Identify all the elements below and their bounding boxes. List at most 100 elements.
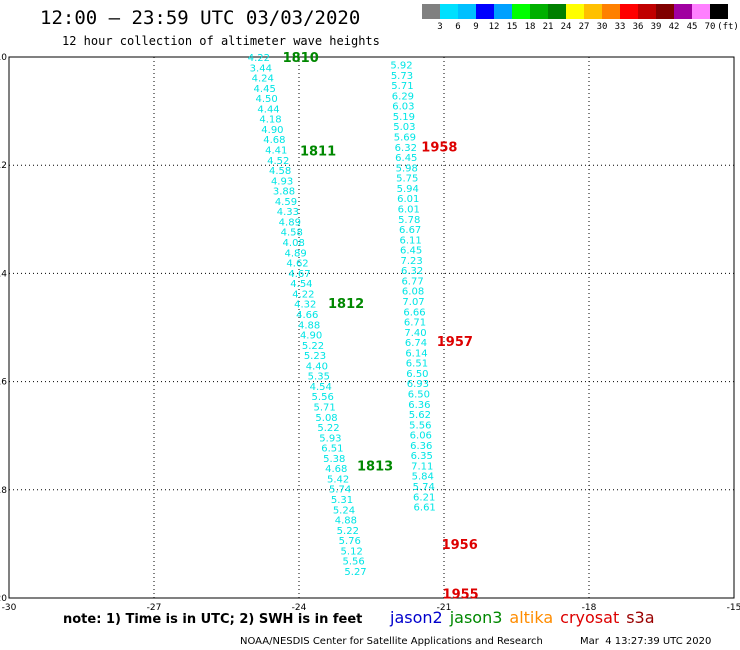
footer-date: Mar 4 13:27:39 UTC 2020 [580, 636, 712, 647]
colorbar-label: 24 [560, 22, 572, 32]
colorbar-label: 33 [614, 22, 626, 32]
colorbar-swatch [494, 4, 512, 19]
swh-value: 4.90 [261, 125, 283, 136]
colorbar-label: 18 [524, 22, 536, 32]
swh-value: 4.44 [257, 104, 279, 115]
colorbar-label: 15 [506, 22, 518, 32]
swh-value: 6.61 [414, 503, 436, 514]
colorbar-label: 45 [686, 22, 698, 32]
swh-value: 5.98 [396, 163, 418, 174]
swh-value: 5.22 [302, 341, 324, 352]
colorbar-swatch [422, 4, 440, 19]
lon-tick-label: -21 [437, 603, 452, 613]
colorbar-swatch [638, 4, 656, 19]
colorbar-label: 36 [632, 22, 644, 32]
swh-value: 4.24 [252, 74, 274, 85]
swh-value: 6.01 [397, 194, 419, 205]
colorbar-swatch [656, 4, 674, 19]
map-frame [8, 56, 735, 599]
swh-value: 7.40 [404, 328, 426, 339]
swh-value: 6.93 [407, 379, 429, 390]
swh-value: 4.68 [325, 464, 347, 475]
swh-value: 4.45 [254, 84, 276, 95]
lat-tick-label: -16 [0, 378, 7, 388]
colorbar-label: 3 [437, 22, 443, 32]
swh-value: 4.08 [283, 238, 305, 249]
swh-value: 4.58 [269, 166, 291, 177]
lon-tick-label: -15 [727, 603, 740, 613]
swh-value: 4.93 [271, 176, 293, 187]
swh-value: 5.73 [391, 71, 413, 82]
swh-value: 6.03 [392, 102, 414, 113]
swh-value: 5.74 [329, 485, 351, 496]
swh-value: 4.22 [292, 289, 314, 300]
swh-value: 5.71 [313, 402, 335, 413]
swh-value: 4.67 [288, 269, 310, 280]
swh-value: 4.58 [281, 228, 303, 239]
colorbar-swatch [530, 4, 548, 19]
swh-value: 5.56 [409, 420, 431, 431]
swh-value: 6.67 [399, 225, 421, 236]
swh-value: 6.06 [410, 431, 432, 442]
legend-item-cryosat: cryosat [560, 608, 620, 627]
swh-value: 6.45 [400, 246, 422, 257]
colorbar-swatch [548, 4, 566, 19]
colorbar-swatch [476, 4, 494, 19]
swh-value: 5.22 [337, 526, 359, 537]
swh-value: 3.88 [273, 187, 295, 198]
swh-value: 4.50 [255, 94, 277, 105]
swh-value: 6.51 [406, 359, 428, 370]
swh-value: 5.71 [391, 81, 413, 92]
swh-value: 5.19 [393, 112, 415, 123]
swh-value: 5.75 [396, 174, 418, 185]
swh-value: 6.32 [395, 143, 417, 154]
swh-value: 5.94 [397, 184, 419, 195]
swh-value: 6.45 [395, 153, 417, 164]
swh-value: 5.24 [333, 505, 355, 516]
swh-value: 5.27 [344, 567, 366, 578]
swh-value: 4.52 [267, 156, 289, 167]
swh-value: 5.35 [308, 372, 330, 383]
lat-tick-label: -10 [0, 53, 7, 63]
swh-value: 5.78 [398, 215, 420, 226]
swh-value: 4.90 [300, 331, 322, 342]
wave-height-colorbar [422, 4, 728, 19]
pass-time-label: 1956 [442, 538, 478, 553]
colorbar-label: 9 [473, 22, 479, 32]
swh-value: 6.35 [411, 451, 433, 462]
swh-value: 4.66 [296, 310, 318, 321]
swh-value: 5.22 [317, 423, 339, 434]
swh-value: 5.56 [342, 557, 364, 568]
colorbar-swatch [458, 4, 476, 19]
swh-value: 7.23 [400, 256, 422, 267]
satellite-legend: jason2 jason3 altika cryosat s3a [390, 608, 662, 627]
lon-tick-label: -27 [147, 603, 162, 613]
colorbar-label: 39 [650, 22, 662, 32]
swh-value: 4.89 [279, 217, 301, 228]
pass-time-label: 1955 [443, 588, 479, 603]
colorbar-swatch [710, 4, 728, 19]
lat-tick-label: -14 [0, 269, 7, 279]
footer-credit: NOAA/NESDIS Center for Satellite Applica… [240, 636, 543, 647]
swh-value: 4.22 [248, 53, 270, 64]
swh-value: 5.84 [412, 472, 434, 483]
swh-value: 5.08 [315, 413, 337, 424]
swh-value: 5.69 [394, 133, 416, 144]
pass-time-label: 1812 [328, 297, 364, 312]
swh-value: 4.68 [263, 135, 285, 146]
swh-value: 6.21 [413, 492, 435, 503]
swh-value: 4.32 [294, 300, 316, 311]
swh-value: 5.93 [319, 433, 341, 444]
colorbar-swatch [440, 4, 458, 19]
lat-tick-label: -20 [0, 594, 7, 604]
swh-value: 6.29 [392, 91, 414, 102]
swh-value: 6.08 [402, 287, 424, 298]
swh-value: 6.01 [398, 204, 420, 215]
swh-value: 6.11 [400, 235, 422, 246]
swh-value: 4.88 [335, 516, 357, 527]
swh-value: 5.74 [413, 482, 435, 493]
swh-value: 6.50 [408, 390, 430, 401]
map-subtitle: 12 hour collection of altimeter wave hei… [62, 34, 380, 48]
colorbar-label: 12 [488, 22, 500, 32]
